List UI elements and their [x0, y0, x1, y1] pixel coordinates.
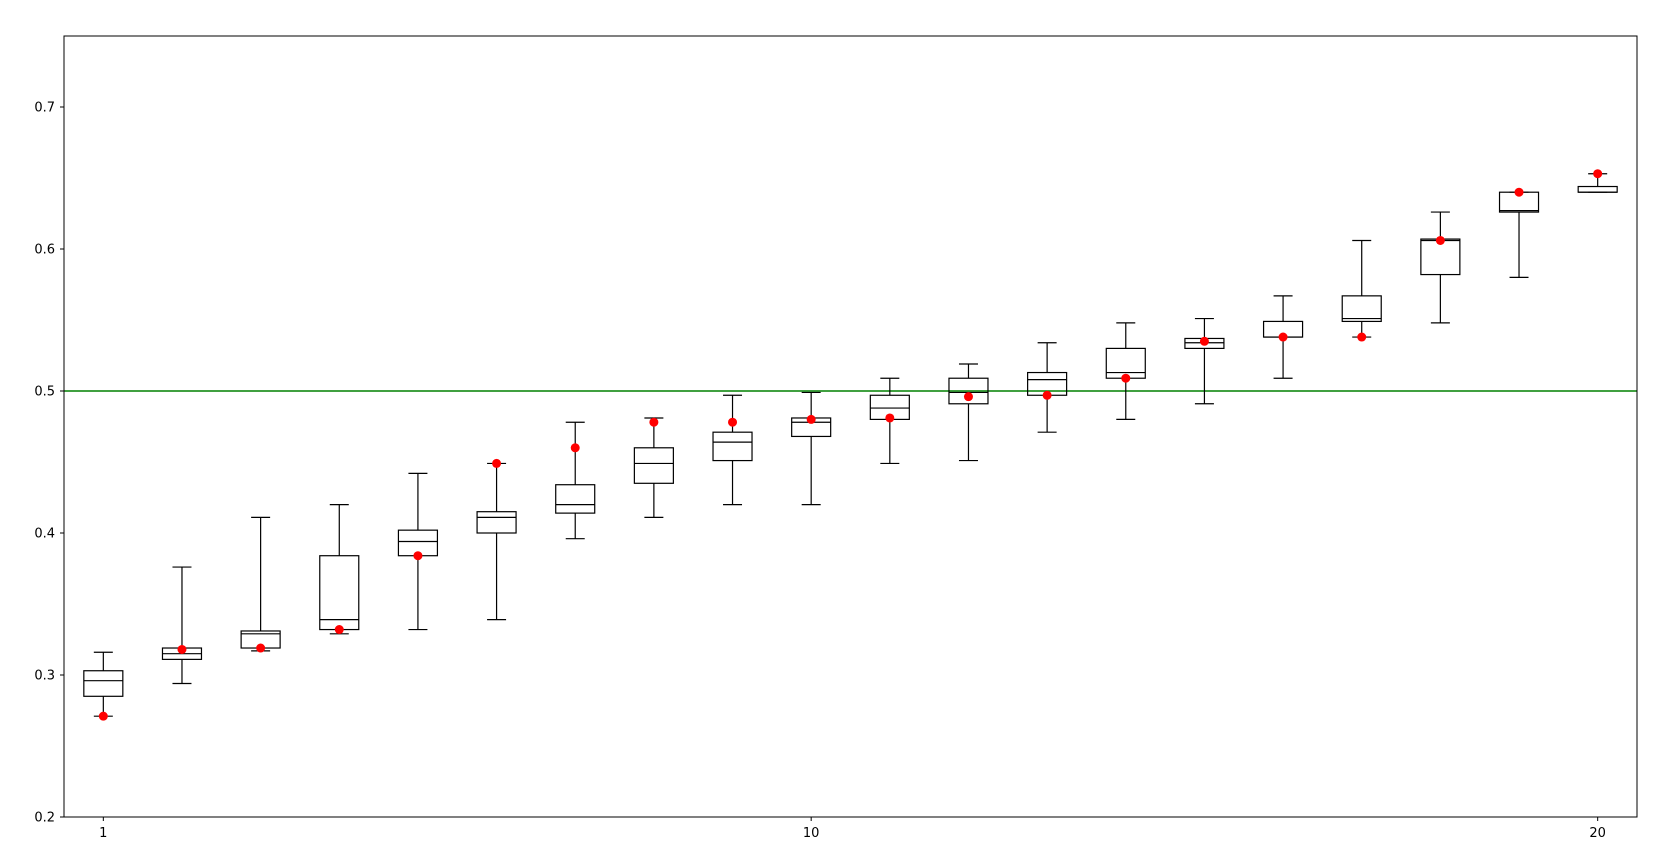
- box-20: [1577, 169, 1618, 193]
- axes-frame: [63, 35, 1638, 818]
- point-marker: [570, 443, 580, 453]
- box-17: [1341, 239, 1382, 342]
- box-2: [161, 566, 203, 685]
- point-marker: [1357, 332, 1367, 342]
- box-10: [791, 391, 832, 506]
- plot-area: [64, 169, 1637, 721]
- box-body: [633, 447, 674, 484]
- box-body: [83, 670, 124, 697]
- box-16: [1262, 295, 1304, 379]
- y-tick-label: 0.5: [34, 385, 55, 400]
- point-marker: [492, 458, 502, 468]
- point-marker: [649, 417, 659, 427]
- box-6: [476, 458, 517, 621]
- box-13: [1027, 342, 1068, 433]
- point-marker: [1435, 235, 1445, 245]
- x-tick-label: 10: [803, 826, 820, 841]
- box-12: [948, 363, 989, 462]
- point-marker: [1121, 373, 1131, 383]
- point-marker: [1514, 187, 1524, 197]
- point-marker: [963, 392, 973, 402]
- point-marker: [728, 417, 738, 427]
- box-body: [712, 431, 753, 462]
- y-axis-ticks: 0.2 0.3 0.4 0.5 0.6 0.7: [34, 101, 64, 826]
- box-9: [712, 394, 753, 506]
- y-tick-label: 0.4: [34, 527, 55, 542]
- box-body: [948, 377, 989, 405]
- point-marker: [98, 711, 108, 721]
- box-15: [1184, 317, 1225, 405]
- point-marker: [256, 643, 266, 653]
- box-7: [555, 421, 596, 540]
- point-marker: [806, 414, 816, 424]
- y-tick-label: 0.2: [34, 811, 55, 826]
- x-tick-label: 1: [99, 826, 107, 841]
- box-body: [476, 511, 517, 534]
- y-tick-label: 0.6: [34, 243, 55, 258]
- point-marker: [1278, 332, 1288, 342]
- box-4: [319, 504, 360, 635]
- point-marker: [885, 413, 895, 423]
- point-marker: [1199, 336, 1209, 346]
- y-tick-label: 0.3: [34, 669, 55, 684]
- point-marker: [1593, 169, 1603, 179]
- point-marker: [334, 625, 344, 635]
- box-8: [633, 417, 674, 518]
- box-19: [1498, 187, 1540, 278]
- box-body: [555, 484, 596, 514]
- box-14: [1105, 322, 1146, 420]
- box-body: [1341, 295, 1382, 323]
- box-3: [240, 516, 281, 653]
- point-marker: [1042, 390, 1052, 400]
- box-11: [869, 377, 910, 465]
- x-tick-label: 20: [1589, 826, 1606, 841]
- box-5: [397, 472, 439, 631]
- box-1: [83, 651, 124, 721]
- point-marker: [177, 644, 187, 654]
- x-axis-ticks: 1 10 20: [99, 817, 1606, 841]
- y-tick-label: 0.7: [34, 101, 55, 116]
- point-marker: [413, 551, 423, 561]
- box-18: [1420, 211, 1461, 324]
